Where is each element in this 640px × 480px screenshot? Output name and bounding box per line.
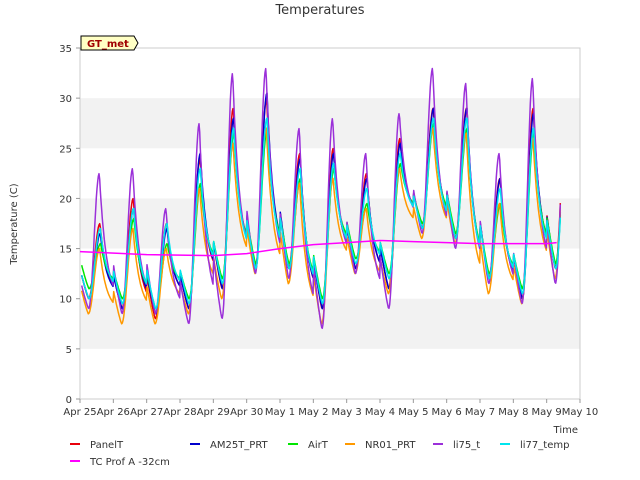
x-tick-label: Apr 29 (197, 407, 230, 418)
series-line-tc-prof-a-32cm (79, 239, 557, 257)
x-tick-label: Apr 27 (130, 407, 163, 418)
chart-title: Temperatures (274, 3, 364, 18)
legend-item: li77_temp (500, 440, 569, 451)
y-tick-label: 25 (59, 144, 72, 155)
x-tick-label: May 6 (432, 407, 462, 418)
y-tick-label: 10 (59, 295, 72, 306)
series-line-li77-temp (80, 117, 562, 310)
x-tick-label: Apr 30 (230, 407, 263, 418)
site-label-box: GT_met (80, 35, 139, 51)
legend-label: li77_temp (520, 440, 569, 451)
grid-band (80, 298, 580, 349)
series-line-li75-t (80, 67, 562, 330)
x-axis-ticks: Apr 25 Apr 26 Apr 27 Apr 28 Apr 29 Apr 30 May … (63, 399, 598, 418)
x-tick-label: May 2 (298, 407, 328, 418)
y-axis-label: Temperature (C) (9, 183, 20, 265)
y-axis-ticks: 0 5 10 15 20 25 30 35 (59, 44, 80, 406)
legend-label: NR01_PRT (365, 440, 416, 451)
legend-label: TC Prof A -32cm (89, 457, 170, 468)
x-tick-label: May 10 (562, 407, 599, 418)
y-tick-label: 20 (59, 194, 72, 205)
legend-item: AirT (288, 440, 329, 451)
legend-item: li75_t (433, 440, 480, 451)
y-tick-label: 30 (59, 94, 72, 105)
x-tick-label: May 1 (265, 407, 295, 418)
x-axis-label: Time (553, 425, 578, 436)
legend: PanelT TC Prof A -32cm AM25T_PRT AirT NR01_P… (70, 440, 569, 468)
y-tick-label: 5 (66, 345, 72, 356)
x-tick-label: Apr 25 (63, 407, 96, 418)
y-tick-label: 35 (59, 44, 72, 55)
x-tick-label: Apr 26 (97, 407, 130, 418)
x-tick-label: May 9 (532, 407, 562, 418)
x-tick-label: May 4 (365, 407, 395, 418)
x-tick-label: May 7 (465, 407, 495, 418)
x-tick-label: May 3 (332, 407, 362, 418)
y-tick-label: 0 (66, 395, 72, 406)
y-tick-label: 15 (59, 245, 72, 256)
x-tick-label: May 5 (398, 407, 428, 418)
legend-item: TC Prof A -32cm (70, 457, 170, 468)
series-layer (79, 67, 562, 330)
legend-item: PanelT (70, 440, 124, 451)
site-label: GT_met (87, 39, 129, 50)
x-tick-label: May 8 (498, 407, 528, 418)
legend-item: NR01_PRT (345, 440, 416, 451)
legend-label: li75_t (453, 440, 480, 451)
x-tick-label: Apr 28 (163, 407, 196, 418)
plot-frame (79, 47, 581, 400)
legend-label: AM25T_PRT (210, 440, 269, 451)
legend-label: AirT (308, 440, 329, 451)
legend-item: AM25T_PRT (190, 440, 269, 451)
legend-label: PanelT (90, 440, 124, 451)
